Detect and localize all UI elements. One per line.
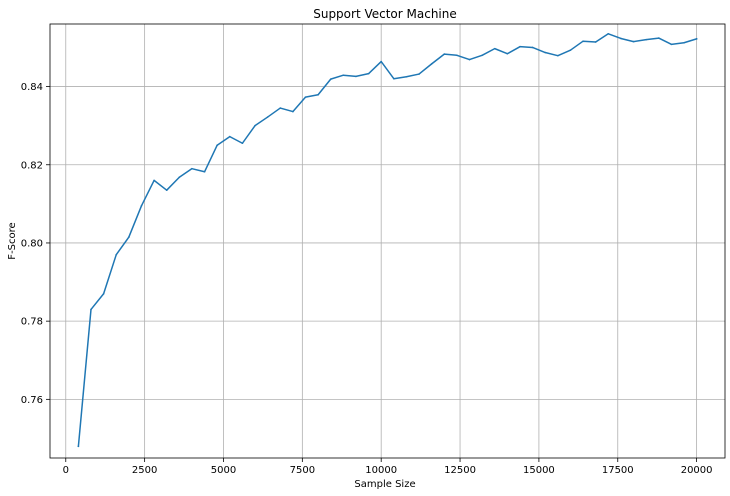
data-point (506, 52, 509, 55)
data-point (241, 142, 244, 145)
data-point (191, 167, 193, 170)
y-tick-label: 0.78 (21, 317, 43, 328)
data-point (317, 93, 319, 96)
data-point (607, 32, 610, 35)
data-point (228, 135, 231, 138)
data-point (153, 179, 155, 182)
data-point (380, 60, 382, 63)
data-point (493, 47, 496, 50)
data-point (544, 51, 547, 54)
data-point (115, 253, 118, 256)
x-tick-label: 10000 (365, 465, 397, 476)
x-tick-label: 2500 (132, 465, 157, 476)
data-point (519, 45, 521, 48)
data-point (683, 41, 685, 44)
y-tick-label: 0.84 (21, 82, 43, 93)
data-point (355, 75, 357, 78)
y-tick-label: 0.76 (21, 395, 43, 406)
data-point (405, 75, 408, 78)
data-point (657, 37, 660, 39)
data-point (418, 73, 420, 75)
data-point (292, 110, 294, 113)
data-point (456, 54, 458, 57)
data-point (569, 49, 572, 51)
data-point (90, 308, 92, 311)
data-point (266, 116, 269, 118)
data-point (203, 170, 206, 173)
data-point (128, 236, 130, 238)
data-point (582, 40, 584, 43)
data-point (481, 54, 483, 57)
data-point (279, 107, 282, 109)
data-point (695, 38, 698, 40)
x-tick-label: 12500 (444, 465, 476, 476)
data-point (140, 205, 143, 207)
data-point (670, 43, 673, 46)
x-tick-label: 15000 (523, 465, 555, 476)
data-point (632, 40, 635, 43)
x-tick-label: 20000 (681, 465, 713, 476)
data-point (304, 96, 307, 98)
data-point (165, 189, 168, 191)
x-tick-label: 17500 (602, 465, 634, 476)
data-point (254, 124, 256, 127)
data-point (645, 38, 647, 41)
data-point (443, 53, 446, 55)
data-point (620, 37, 622, 40)
data-point (430, 63, 433, 65)
series-layer (77, 32, 698, 448)
data-point (531, 46, 534, 49)
x-tick-label: 7500 (290, 465, 315, 476)
data-point (367, 72, 370, 75)
data-point (77, 445, 80, 448)
y-tick-label: 0.82 (21, 160, 43, 171)
y-axis-label: F-Score (7, 222, 18, 259)
grid (50, 24, 725, 458)
series-line (77, 33, 698, 448)
x-axis-label: Sample Size (354, 479, 415, 490)
data-point (102, 292, 105, 295)
data-point (342, 74, 345, 77)
data-point (216, 144, 218, 147)
data-point (468, 58, 471, 61)
axis-ticks: 0 2500 5000 7500 10000 12500 15000 17500 20000 0.… (21, 82, 713, 476)
x-tick-label: 0 (63, 465, 69, 476)
data-point (393, 77, 395, 80)
plot-frame (49, 23, 726, 459)
chart-title: Support Vector Machine (313, 7, 457, 21)
data-point (178, 176, 181, 179)
data-point (594, 41, 597, 43)
data-point (329, 78, 332, 80)
x-tick-label: 5000 (211, 465, 236, 476)
data-point (557, 54, 559, 57)
y-tick-label: 0.80 (21, 238, 43, 249)
